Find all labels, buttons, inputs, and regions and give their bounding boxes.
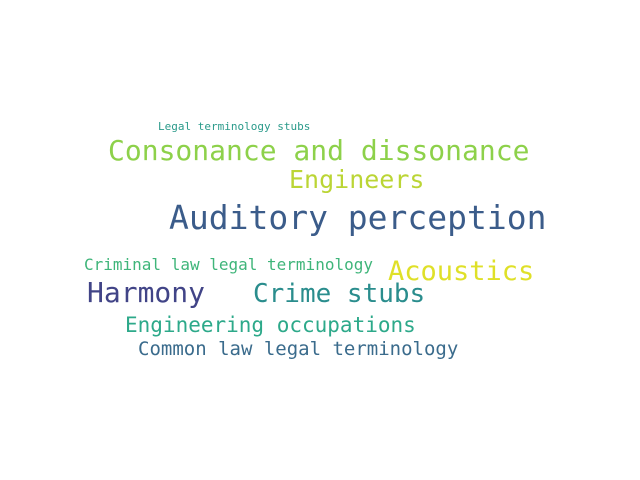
word-acoustics: Acoustics — [388, 256, 535, 287]
word-auditory-perception: Auditory perception — [169, 198, 547, 237]
word-consonance-and-dissonance: Consonance and dissonance — [108, 134, 530, 167]
word-harmony: Harmony — [87, 276, 206, 309]
word-engineering-occupations: Engineering occupations — [125, 313, 416, 337]
word-legal-terminology-stubs: Legal terminology stubs — [158, 120, 311, 133]
word-crime-stubs: Crime stubs — [253, 279, 426, 309]
word-criminal-law-legal-terminology: Criminal law legal terminology — [84, 255, 373, 274]
word-engineers: Engineers — [289, 165, 425, 194]
word-common-law-legal-terminology: Common law legal terminology — [138, 338, 459, 360]
